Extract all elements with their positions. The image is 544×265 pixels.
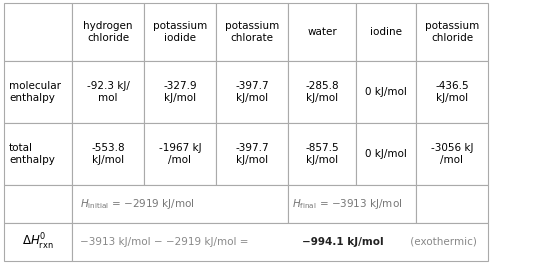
Bar: [416, 61, 488, 123]
Text: total
enthalpy: total enthalpy: [9, 143, 55, 165]
Text: -857.5
kJ/mol: -857.5 kJ/mol: [305, 143, 339, 165]
Text: $\mathit{H}_{\mathrm{initial}}$ = −2919 kJ/mol: $\mathit{H}_{\mathrm{initial}}$ = −2919 …: [80, 197, 195, 211]
Bar: [4, 61, 72, 123]
Text: -327.9
kJ/mol: -327.9 kJ/mol: [163, 81, 197, 103]
Text: −994.1 kJ/mol: −994.1 kJ/mol: [301, 237, 383, 247]
Text: −3913 kJ/mol − −2919 kJ/mol =: −3913 kJ/mol − −2919 kJ/mol =: [80, 237, 252, 247]
Bar: [4, 223, 72, 261]
Text: $\Delta H^0_{\mathrm{rxn}}$: $\Delta H^0_{\mathrm{rxn}}$: [22, 232, 54, 252]
Bar: [72, 3, 144, 61]
Bar: [288, 3, 356, 61]
Bar: [356, 123, 416, 185]
Text: -92.3 kJ/
mol: -92.3 kJ/ mol: [86, 81, 129, 103]
Text: -1967 kJ
/mol: -1967 kJ /mol: [159, 143, 201, 165]
Bar: [144, 3, 216, 61]
Bar: [72, 185, 288, 223]
Bar: [72, 61, 144, 123]
Text: (exothermic): (exothermic): [407, 237, 477, 247]
Bar: [216, 61, 288, 123]
Bar: [144, 61, 216, 123]
Bar: [216, 3, 288, 61]
Bar: [72, 123, 144, 185]
Bar: [356, 3, 416, 61]
Text: -553.8
kJ/mol: -553.8 kJ/mol: [91, 143, 125, 165]
Bar: [288, 185, 416, 223]
Bar: [144, 123, 216, 185]
Text: -285.8
kJ/mol: -285.8 kJ/mol: [305, 81, 339, 103]
Bar: [288, 123, 356, 185]
Text: potassium
iodide: potassium iodide: [153, 21, 207, 43]
Text: molecular
enthalpy: molecular enthalpy: [9, 81, 61, 103]
Bar: [356, 61, 416, 123]
Text: potassium
chlorate: potassium chlorate: [225, 21, 279, 43]
Bar: [4, 3, 72, 61]
Bar: [4, 185, 72, 223]
Bar: [416, 3, 488, 61]
Bar: [416, 123, 488, 185]
Text: hydrogen
chloride: hydrogen chloride: [83, 21, 133, 43]
Text: -3056 kJ
/mol: -3056 kJ /mol: [431, 143, 473, 165]
Bar: [216, 123, 288, 185]
Text: -397.7
kJ/mol: -397.7 kJ/mol: [235, 81, 269, 103]
Bar: [4, 123, 72, 185]
Text: -397.7
kJ/mol: -397.7 kJ/mol: [235, 143, 269, 165]
Bar: [72, 223, 488, 261]
Text: $\mathit{H}_{\mathrm{final}}$ = −3913 kJ/mol: $\mathit{H}_{\mathrm{final}}$ = −3913 kJ…: [292, 197, 403, 211]
Bar: [416, 185, 488, 223]
Text: iodine: iodine: [370, 27, 402, 37]
Text: -436.5
kJ/mol: -436.5 kJ/mol: [435, 81, 469, 103]
Bar: [288, 61, 356, 123]
Text: water: water: [307, 27, 337, 37]
Text: 0 kJ/mol: 0 kJ/mol: [365, 87, 407, 97]
Text: 0 kJ/mol: 0 kJ/mol: [365, 149, 407, 159]
Text: potassium
chloride: potassium chloride: [425, 21, 479, 43]
